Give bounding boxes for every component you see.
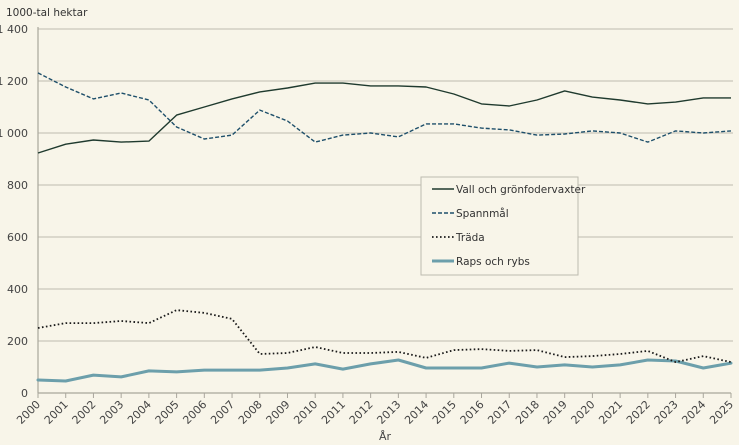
x-tick-label: 2011: [319, 398, 348, 427]
x-tick-label: 2013: [374, 398, 403, 427]
legend-label: Vall och grönfodervaxter: [456, 184, 586, 196]
y-tick-label: 200: [7, 335, 28, 348]
x-tick-label: 2014: [402, 398, 431, 427]
x-tick-label: 2006: [180, 398, 209, 427]
x-tick-label: 2020: [569, 398, 598, 427]
y-tick-label: 1 200: [0, 75, 28, 88]
x-tick-label: 2009: [264, 398, 293, 427]
legend-label: Träda: [455, 232, 485, 244]
x-tick-label: 2012: [347, 398, 376, 427]
x-tick-label: 2021: [596, 398, 625, 427]
x-tick-label: 2001: [42, 398, 71, 427]
y-tick-label: 1 400: [0, 23, 28, 36]
y-tick-label: 1 000: [0, 127, 28, 140]
x-tick-label: 2005: [153, 398, 182, 427]
series-lines: [36, 72, 733, 383]
x-axis: 2000200120022003200420052006200720082009…: [14, 392, 736, 427]
legend-label: Spannmål: [456, 207, 509, 220]
x-axis-title: År: [379, 430, 392, 443]
y-tick-label: 0: [21, 387, 28, 400]
x-tick-label: 2004: [125, 398, 154, 427]
x-tick-label: 2016: [458, 398, 487, 427]
y-tick-label: 600: [7, 231, 28, 244]
y-tick-label: 400: [7, 283, 28, 296]
x-tick-label: 2003: [97, 398, 126, 427]
y-tick-label: 800: [7, 179, 28, 192]
x-tick-label: 2022: [624, 398, 653, 427]
x-tick-label: 2025: [707, 398, 736, 427]
x-tick-label: 2010: [291, 398, 320, 427]
x-tick-label: 2002: [70, 398, 99, 427]
series-line-0: [37, 82, 731, 154]
x-tick-label: 2019: [541, 398, 570, 427]
series-line-2: [37, 309, 732, 364]
x-tick-label: 2023: [652, 398, 681, 427]
legend-box: [420, 176, 579, 276]
series-line-1: [37, 72, 732, 143]
x-tick-label: 2007: [208, 398, 237, 427]
gridlines: [37, 27, 733, 393]
series-line-3: [36, 358, 733, 383]
y-axis-title: 1000-tal hektar: [6, 7, 88, 19]
x-tick-label: 2024: [679, 398, 708, 427]
legend: Vall och grönfodervaxter Spannmål Träda Rap…: [420, 176, 586, 276]
x-tick-label: 2008: [236, 398, 265, 427]
x-tick-label: 2018: [513, 398, 542, 427]
legend-label: Raps och rybs: [456, 256, 530, 268]
x-tick-label: 2015: [430, 398, 459, 427]
y-axis-ticks: 0 200 400 600 800 1 000 1 200 1 400: [0, 23, 28, 400]
x-tick-label: 2017: [485, 398, 514, 427]
x-tick-label: 2000: [14, 398, 43, 427]
